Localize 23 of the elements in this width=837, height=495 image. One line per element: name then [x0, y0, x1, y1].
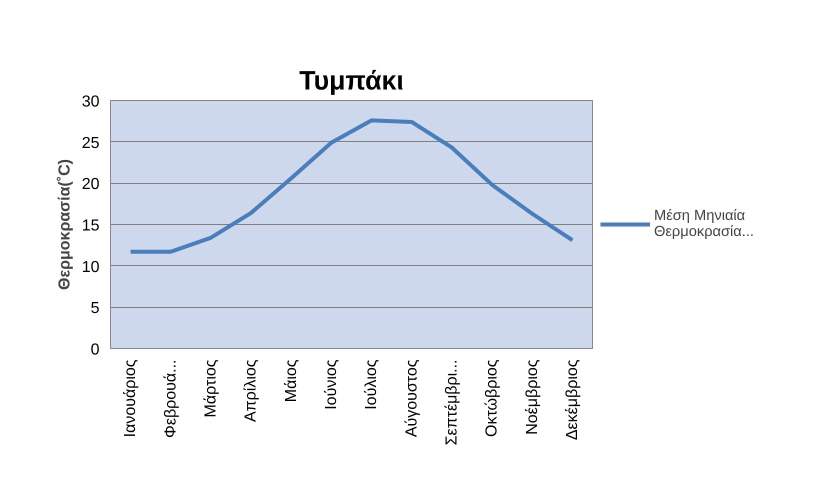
y-tick-label: 30 [82, 94, 100, 110]
y-tick-label: 0 [90, 342, 100, 358]
x-tick-label: Σεπτέμβρι... [443, 359, 460, 446]
x-tick-label: Αύγουστος [403, 359, 420, 438]
line-series [128, 118, 574, 254]
x-tick-label: Ιούλιος [363, 359, 380, 410]
legend-label: Μέση Μηνιαία Θερμοκρασία... [654, 208, 754, 240]
chart-title: Τυμπάκι [299, 66, 404, 96]
y-tick-label: 15 [82, 218, 100, 234]
y-tick-label: 20 [82, 176, 100, 194]
x-tick-label: Ιανουάριος [122, 359, 140, 438]
y-tick-label: 10 [82, 258, 100, 276]
x-tick-label: Ιούνιος [322, 359, 340, 410]
y-axis-title: Θερμοκρασία(˚C) [56, 159, 74, 290]
x-tick-label: Νοέμβριος [524, 359, 541, 435]
x-tick-label: Μάιος [282, 359, 300, 402]
x-tick-label: Μάρτιος [202, 359, 220, 418]
y-tick-label: 25 [82, 134, 100, 152]
x-tick-label: Οκτώβριος [484, 359, 501, 437]
y-tick-label: 5 [90, 300, 100, 318]
x-tick-label: Απρίλιος [242, 359, 260, 422]
x-tick-label: Δεκέμβριος [564, 359, 581, 440]
x-tick-label: Φεβρουά... [162, 360, 180, 438]
